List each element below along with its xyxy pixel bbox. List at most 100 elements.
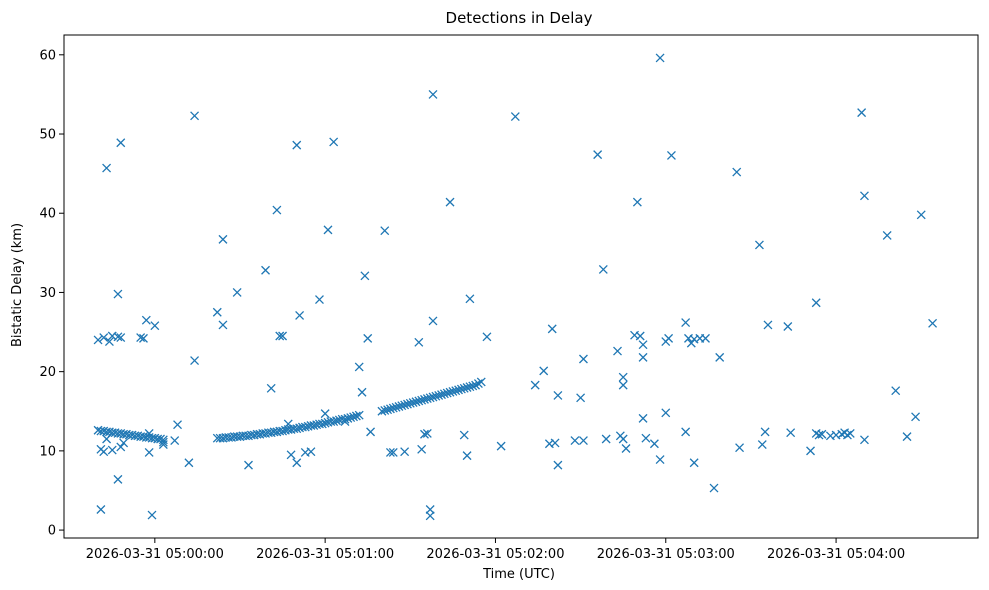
data-point: [593, 150, 603, 160]
x-tick-label: 2026-03-31 05:03:00: [597, 547, 735, 562]
data-point: [190, 111, 200, 121]
data-point: [400, 447, 410, 457]
data-point: [141, 315, 151, 325]
data-point: [632, 197, 642, 207]
data-point: [448, 386, 458, 396]
data-point: [911, 412, 921, 422]
data-point: [425, 511, 435, 521]
data-point: [539, 366, 549, 376]
data-point: [439, 389, 449, 399]
y-tick-label: 60: [39, 48, 56, 63]
data-point: [173, 420, 182, 430]
data-point: [380, 226, 390, 236]
data-point: [93, 335, 103, 345]
data-point: [102, 163, 112, 173]
data-point: [300, 422, 310, 432]
data-point: [411, 397, 421, 407]
data-point: [445, 197, 455, 207]
data-point: [385, 404, 395, 414]
data-point: [783, 322, 793, 331]
data-point: [547, 324, 557, 334]
data-point: [817, 429, 827, 439]
x-tick-label: 2026-03-31 05:00:00: [86, 547, 224, 562]
data-point: [385, 447, 395, 457]
y-axis-label: Bistatic Delay (km): [10, 223, 25, 347]
data-point: [442, 388, 452, 398]
data-point: [618, 372, 628, 382]
y-axis-ticks: 0 10 20 30 40 50 60: [39, 48, 64, 539]
data-point: [400, 400, 410, 410]
data-point: [113, 474, 123, 484]
data-point: [218, 320, 228, 330]
data-point: [666, 150, 676, 160]
data-point: [754, 240, 764, 250]
data-point: [553, 460, 563, 470]
data-point: [425, 505, 435, 514]
data-point: [383, 405, 393, 415]
data-point: [295, 310, 305, 320]
data-point: [638, 340, 648, 350]
y-tick-label: 10: [39, 444, 56, 459]
data-point: [459, 430, 469, 440]
y-tick-label: 20: [39, 365, 56, 380]
data-point: [655, 53, 665, 63]
data-point: [391, 402, 401, 412]
y-tick-label: 50: [39, 128, 56, 143]
data-point: [578, 354, 588, 364]
data-point: [340, 414, 350, 424]
data-point: [346, 413, 356, 423]
data-point: [689, 458, 699, 468]
data-point: [158, 437, 168, 447]
data-point: [147, 510, 157, 520]
data-point: [701, 333, 710, 343]
data-point: [845, 428, 855, 438]
data-point: [266, 383, 276, 393]
data-point: [119, 438, 129, 448]
data-point: [292, 140, 302, 150]
data-point: [329, 137, 339, 147]
data-point: [116, 138, 126, 148]
data-point: [638, 413, 648, 423]
data-point: [451, 386, 461, 396]
data-point: [454, 385, 464, 395]
data-point: [184, 458, 194, 468]
data-point: [732, 167, 742, 177]
data-point: [618, 434, 628, 444]
data-point: [351, 411, 361, 421]
data-point: [102, 434, 112, 444]
data-point: [476, 377, 486, 387]
data-point: [292, 424, 302, 434]
data-point: [139, 333, 148, 343]
data-point: [150, 321, 160, 331]
data-point: [462, 451, 472, 461]
data-point: [757, 440, 767, 449]
data-point: [434, 390, 444, 400]
data-point: [638, 352, 648, 362]
plot-frame: [63, 34, 979, 539]
data-point: [428, 89, 438, 99]
data-point: [144, 428, 154, 438]
data-point: [317, 419, 327, 429]
data-point: [621, 444, 631, 453]
data-point: [380, 406, 390, 415]
data-point: [763, 320, 773, 330]
data-point: [465, 382, 475, 392]
data-point: [377, 406, 387, 416]
data-point: [414, 337, 424, 347]
data-point: [275, 331, 285, 341]
data-point: [661, 408, 671, 418]
data-point: [360, 271, 370, 281]
data-point: [760, 427, 770, 437]
data-point: [686, 338, 696, 348]
data-point: [420, 429, 429, 439]
data-point: [315, 295, 324, 305]
data-point: [681, 427, 691, 437]
data-point: [388, 447, 398, 457]
data-point: [664, 333, 674, 343]
data-point: [842, 430, 852, 440]
data-point: [681, 318, 691, 328]
data-point: [403, 399, 412, 409]
data-point: [363, 333, 373, 343]
data-point: [354, 410, 364, 420]
data-point: [309, 421, 319, 430]
